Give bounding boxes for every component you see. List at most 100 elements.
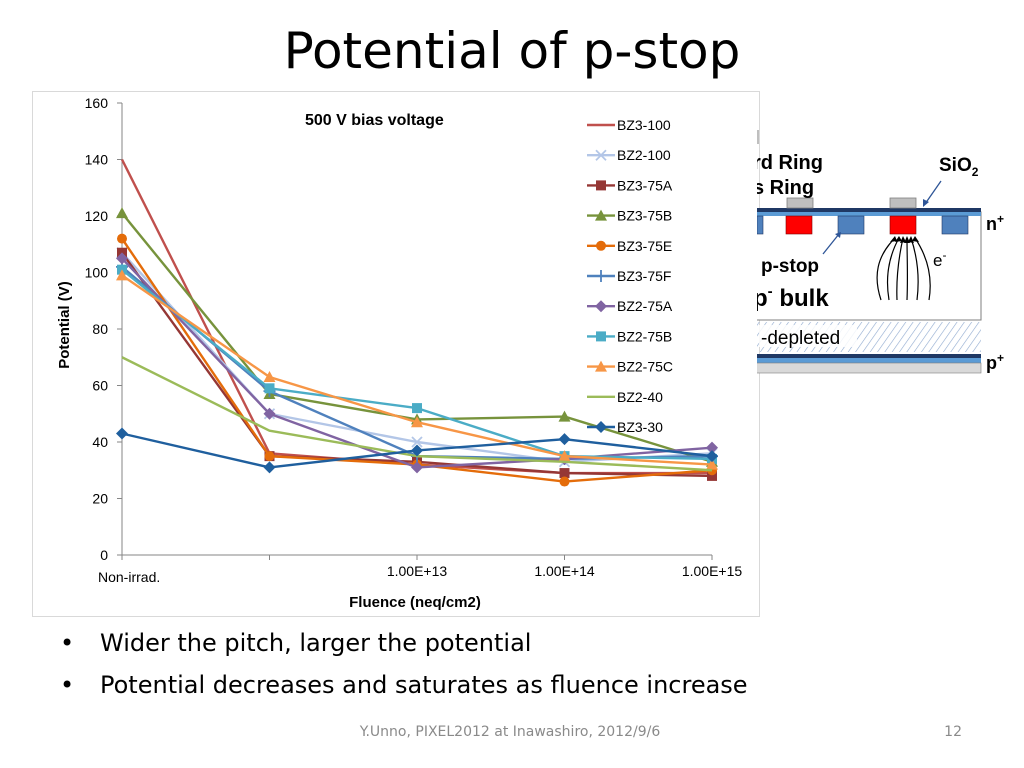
data-point — [412, 403, 422, 414]
bullet-dot: • — [60, 629, 75, 657]
page-number: 12 — [944, 724, 962, 740]
x-tick-label: 1.00E+14 — [534, 563, 595, 579]
series-bz2-75c — [116, 269, 718, 470]
legend-label: BZ2-100 — [617, 147, 671, 163]
bullet-item: • Potential decreases and saturates as f… — [60, 666, 960, 708]
metal-pad — [889, 197, 917, 209]
legend-entry: BZ2-40 — [587, 389, 663, 405]
y-tick-label: 60 — [92, 378, 108, 394]
data-point — [706, 441, 718, 454]
series-bz3-30 — [116, 427, 718, 474]
metal-pad — [786, 197, 814, 209]
p-stop-implant — [837, 215, 865, 235]
data-point — [263, 407, 276, 420]
legend-entry: BZ3-30 — [587, 419, 663, 435]
p-stop-pointer-head — [835, 232, 841, 238]
y-tick-label: 140 — [85, 152, 109, 168]
y-axis-label: Potential (V) — [56, 281, 73, 369]
data-point — [706, 450, 718, 463]
legend-label: BZ3-30 — [617, 419, 663, 435]
bullet-text: Potential decreases and saturates as flu… — [100, 671, 748, 699]
sensor-cross-section-diagram: rd Ring s Ring SiO2 n+ e- p-stop p- bulk… — [753, 126, 1009, 380]
chart-panel: 0 20 40 60 80 100 120 140 160 Non-irrad. 1.00E+13 1… — [32, 91, 760, 617]
data-point — [558, 433, 571, 446]
legend-entry: BZ2-75B — [587, 328, 672, 344]
data-point — [707, 470, 717, 481]
p-plus-label: p+ — [986, 351, 1004, 373]
depleted-label-bg — [759, 325, 857, 347]
legend-label: BZ3-100 — [617, 117, 671, 133]
line-chart: 0 20 40 60 80 100 120 140 160 Non-irrad. 1.00E+13 1… — [56, 95, 743, 611]
legend-entry: BZ2-75C — [587, 359, 673, 375]
y-tick-label: 80 — [92, 321, 108, 337]
legend-label: BZ2-75C — [617, 359, 673, 375]
data-point — [116, 269, 128, 281]
data-point — [264, 383, 275, 394]
slide-title: Potential of p-stop — [283, 22, 741, 80]
legend-entry: BZ3-75F — [587, 268, 671, 284]
p-stop-pointer — [822, 233, 840, 255]
backside-oxide — [755, 354, 981, 358]
electron-label: e- — [933, 248, 946, 270]
bullet-list: • Wider the pitch, larger the potential … — [60, 624, 960, 708]
y-tick-label: 120 — [85, 208, 109, 224]
sio2-pointer — [924, 180, 942, 205]
x-tick-label: Non-irrad. — [98, 569, 160, 585]
data-point — [596, 180, 606, 191]
data-point — [596, 240, 606, 251]
x-axis-label: Fluence (neq/cm2) — [349, 594, 481, 611]
chart-title: 500 V bias voltage — [305, 112, 444, 129]
legend-entry: BZ3-100 — [587, 117, 671, 133]
chart-legend: BZ3-100 BZ2-100 BZ3-75A BZ3-75B BZ3-75E BZ3-7… — [587, 117, 673, 435]
box-edge — [755, 130, 759, 144]
data-point — [411, 444, 423, 457]
x-tick-label: 1.00E+13 — [387, 563, 448, 579]
data-point — [116, 207, 128, 219]
diagram-svg: rd Ring s Ring SiO2 n+ e- p-stop p- bulk… — [753, 130, 1004, 374]
data-point — [595, 360, 607, 372]
n-implant — [756, 215, 764, 235]
legend-entry: BZ2-100 — [587, 147, 671, 163]
data-point — [558, 450, 571, 462]
x-tick-label: 1.00E+15 — [682, 563, 743, 579]
data-point — [559, 476, 570, 487]
footer-text: Y.Unno, PIXEL2012 at Inawashiro, 2012/9/… — [359, 724, 661, 740]
depleted-label: -depleted — [761, 328, 840, 349]
sio2-label: SiO2 — [939, 155, 979, 179]
y-tick-label: 100 — [85, 265, 109, 281]
data-point — [595, 300, 607, 313]
y-tick-label: 40 — [92, 434, 108, 450]
data-point — [595, 421, 607, 433]
y-tick-label: 20 — [92, 491, 108, 507]
data-point — [559, 468, 570, 479]
legend-label: BZ3-75F — [617, 268, 671, 284]
bias-ring-label: s Ring — [757, 177, 814, 199]
legend-entry: BZ2-75A — [587, 298, 673, 314]
data-point — [411, 461, 423, 474]
data-point — [595, 270, 607, 282]
chart-series — [116, 158, 718, 487]
backside-p-plus — [755, 358, 981, 363]
n-implant — [785, 215, 813, 235]
arrow-heads — [890, 236, 919, 243]
p-stop-implant — [941, 215, 969, 235]
p-bulk-label: p- bulk — [757, 283, 829, 312]
n-plus-label: n+ — [986, 212, 1004, 234]
legend-entry: BZ3-75A — [587, 177, 673, 193]
data-point — [558, 410, 571, 422]
data-point — [706, 458, 718, 470]
oxide-layer — [755, 212, 981, 216]
data-point — [116, 427, 128, 440]
data-point — [116, 252, 128, 265]
legend-label: BZ3-75B — [617, 208, 672, 224]
bullet-text: Wider the pitch, larger the potential — [100, 629, 532, 657]
chart-axes: 0 20 40 60 80 100 120 140 160 Non-irrad. 1.00E+13 1… — [85, 95, 743, 585]
data-point — [117, 233, 127, 244]
data-point — [411, 436, 423, 448]
legend-label: BZ2-40 — [617, 389, 663, 405]
y-tick-label: 160 — [85, 95, 109, 111]
bullet-item: • Wider the pitch, larger the potential — [60, 624, 960, 666]
p-stop-label: p-stop — [761, 256, 819, 277]
legend-label: BZ3-75E — [617, 238, 672, 254]
backside-metal — [754, 362, 982, 374]
